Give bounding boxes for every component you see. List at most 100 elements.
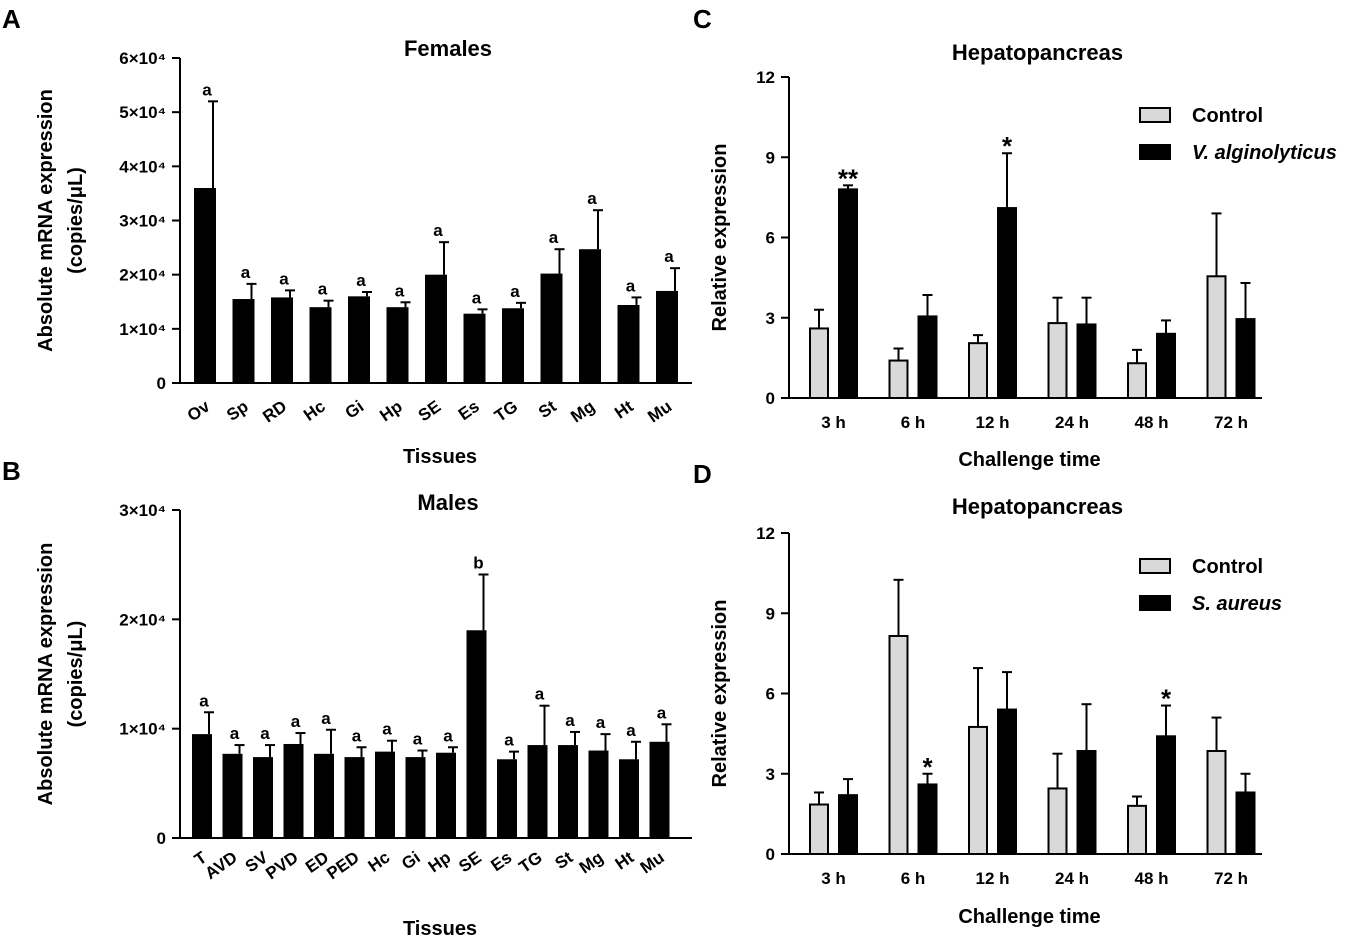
bar	[405, 757, 426, 838]
x-axis-label: Challenge time	[958, 906, 1100, 928]
y-axis-label: Relative expression	[709, 144, 731, 332]
y-tick-label: 6	[766, 685, 775, 704]
bar	[253, 757, 273, 838]
panel-letter: D	[693, 459, 712, 489]
category-label: 72 h	[1214, 413, 1248, 432]
legend-swatch-treatment	[1139, 144, 1171, 160]
bar	[617, 305, 640, 383]
legend-label-control: Control	[1192, 556, 1263, 578]
category-label: 48 h	[1134, 413, 1168, 432]
y-tick-label: 0	[157, 829, 166, 848]
bar	[588, 750, 609, 838]
significance-letter: a	[199, 691, 209, 710]
bar	[649, 741, 670, 838]
category-label: Gi	[342, 397, 368, 423]
bar	[309, 307, 332, 383]
y-axis-label: Relative expression	[709, 600, 731, 788]
bar	[314, 753, 334, 838]
bar	[222, 753, 243, 838]
category-label: SE	[455, 848, 484, 877]
category-label: 3 h	[821, 869, 846, 888]
category-label: 24 h	[1055, 869, 1089, 888]
category-label: RD	[259, 397, 290, 427]
significance-letter: a	[565, 711, 575, 730]
control-bar	[968, 725, 988, 855]
category-label: Hp	[425, 848, 454, 877]
significance-letter: a	[321, 709, 331, 728]
panel-letter: B	[2, 456, 21, 486]
control-bar	[1047, 322, 1068, 400]
treatment-bar	[997, 708, 1017, 855]
treatment-bar	[838, 794, 858, 856]
significance-marker: *	[1002, 131, 1013, 161]
treatment-bar	[1076, 323, 1097, 399]
bar	[619, 759, 639, 838]
category-label: 12 h	[975, 869, 1009, 888]
category-label: Ov	[184, 396, 214, 425]
panel-letter: A	[2, 4, 21, 34]
bar	[540, 273, 563, 383]
bar	[194, 188, 216, 383]
bar	[527, 745, 548, 838]
category-label: Gi	[398, 848, 424, 874]
category-label: Hc	[365, 848, 394, 876]
significance-letter: a	[657, 703, 667, 722]
y-tick-label: 5×10⁴	[119, 103, 166, 122]
bar	[463, 313, 486, 383]
control-bar	[888, 359, 909, 399]
treatment-bar	[917, 783, 938, 856]
y-tick-label: 9	[766, 148, 775, 167]
treatment-bar	[1156, 735, 1176, 855]
significance-letter: a	[626, 276, 636, 295]
significance-letter: a	[356, 271, 366, 290]
significance-letter: a	[472, 288, 482, 307]
y-tick-label: 3	[766, 765, 775, 784]
category-label: Ht	[612, 848, 638, 874]
x-axis-label: Challenge time	[958, 449, 1100, 471]
control-bar	[809, 803, 829, 856]
category-label: Mg	[576, 848, 607, 878]
significance-letter: a	[549, 228, 559, 247]
category-label: Mu	[637, 848, 668, 878]
category-label: Hp	[376, 397, 405, 426]
control-bar	[968, 342, 988, 400]
significance-letter: a	[382, 720, 392, 739]
bar	[386, 307, 409, 383]
bar	[348, 296, 370, 383]
bar	[579, 249, 601, 383]
category-label: St	[551, 848, 576, 874]
significance-marker: **	[838, 163, 859, 193]
significance-letter: a	[395, 281, 405, 300]
significance-marker: *	[922, 752, 933, 782]
significance-letter: a	[443, 726, 453, 745]
category-label: Mu	[644, 397, 675, 427]
significance-letter: a	[279, 269, 289, 288]
control-bar	[1206, 275, 1227, 400]
y-tick-label: 9	[766, 604, 775, 623]
y-tick-label: 1×10⁴	[119, 320, 166, 339]
chart-title: Hepatopancreas	[952, 40, 1123, 65]
y-tick-label: 1×10⁴	[119, 720, 166, 739]
significance-letter: a	[318, 280, 328, 299]
category-label: 3 h	[821, 413, 846, 432]
y-tick-label: 6	[766, 229, 775, 248]
significance-letter: a	[352, 726, 362, 745]
category-label: PED	[323, 848, 363, 884]
y-tick-label: 3	[766, 309, 775, 328]
category-label: TG	[491, 397, 521, 426]
treatment-bar	[838, 188, 858, 399]
category-label: TG	[516, 848, 546, 877]
legend-label-treatment: S. aureus	[1192, 593, 1282, 615]
treatment-bar	[1076, 750, 1097, 856]
significance-letter: a	[230, 724, 240, 743]
bar	[271, 297, 293, 383]
category-label: Mg	[567, 397, 598, 427]
panel-a: 0 1×10⁴ 2×10⁴ 3×10⁴ 4×10⁴ 5×10⁴ 6×10⁴ A Females T…	[2, 4, 692, 468]
control-bar	[1206, 750, 1227, 856]
bar	[232, 299, 255, 383]
category-label: Hc	[300, 397, 329, 425]
y-tick-label: 0	[766, 389, 775, 408]
bar	[344, 757, 365, 838]
bar	[656, 290, 678, 383]
